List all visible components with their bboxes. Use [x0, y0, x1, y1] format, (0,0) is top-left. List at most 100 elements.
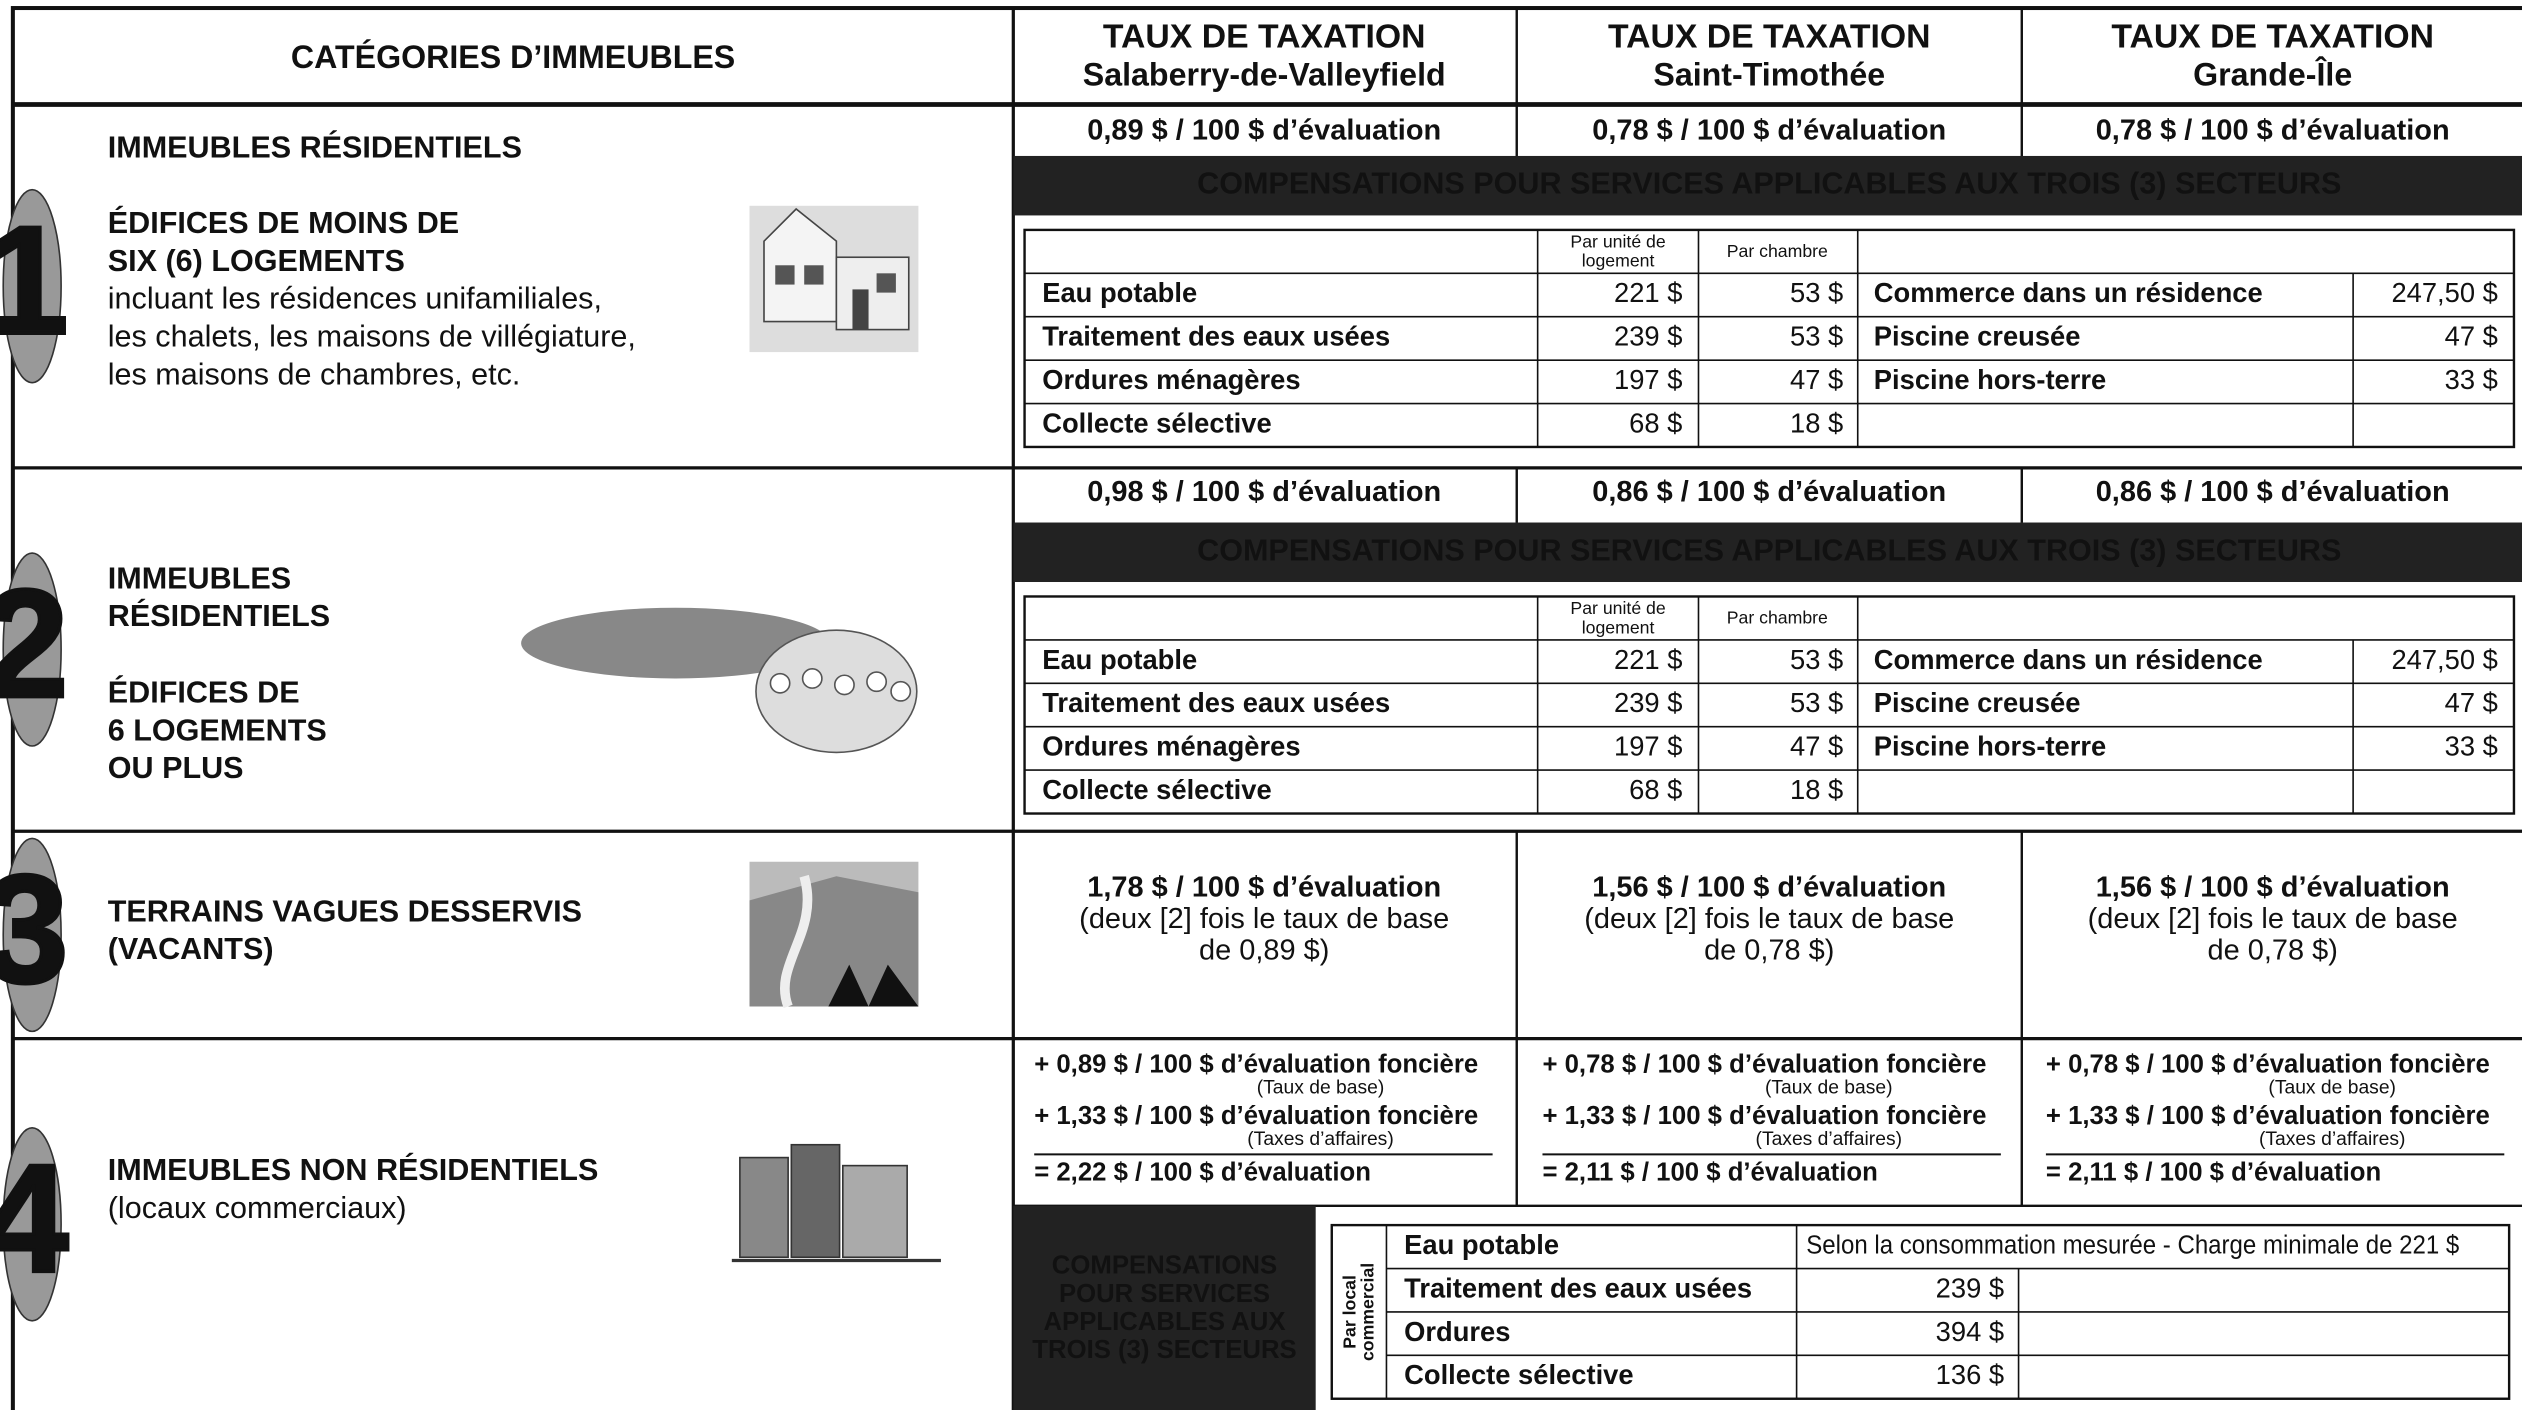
rate-note: (Taxes d’affaires) — [2259, 1129, 2405, 1150]
service-fee: 247,50 $ — [2391, 277, 2497, 308]
unit-fee: 68 $ — [1629, 407, 1682, 438]
category-heading: SIX (6) LOGEMENTS — [108, 244, 405, 278]
service-name: Commerce dans un résidence — [1874, 277, 2263, 308]
header-municipality: Saint-Timothée — [1653, 57, 1885, 93]
tax-rate: de 0,78 $) — [1704, 934, 1834, 966]
category-heading: ÉDIFICES DE — [108, 675, 300, 710]
service-name: Piscine creusée — [1874, 321, 2081, 352]
header-title: TAUX DE TAXATION — [2111, 18, 2434, 56]
banner: TROIS (3) SECTEURS — [1032, 1336, 1296, 1364]
service-name: Ordures ménagères — [1042, 731, 1300, 762]
room-fee: 47 $ — [1790, 364, 1843, 395]
category-text: incluant les résidences unifamiliales, — [108, 282, 602, 316]
service-fee: Selon la consommation mesurée - Charge m… — [1806, 1232, 2459, 1260]
number-badge — [2, 552, 62, 747]
tax-rate: 1,56 $ / 100 $ d’évaluation — [1592, 872, 1946, 904]
rate-total: = 2,22 $ / 100 $ d’évaluation — [1034, 1158, 1371, 1186]
unit-fee: 239 $ — [1614, 687, 1682, 718]
column-header: Par unité de — [1570, 231, 1665, 251]
banner: POUR SERVICES — [1059, 1280, 1270, 1308]
number-badge — [2, 188, 62, 384]
service-name: Commerce dans un résidence — [1874, 644, 2263, 675]
tax-rate: (deux [2] fois le taux de base — [1079, 903, 1449, 935]
unit-fee: 221 $ — [1614, 644, 1682, 675]
category-heading: RÉSIDENTIELS — [108, 598, 330, 633]
banner: COMPENSATIONS — [1052, 1252, 1277, 1280]
number-badge — [2, 1127, 62, 1322]
room-fee: 53 $ — [1790, 687, 1843, 718]
service-fee: 33 $ — [2445, 731, 2498, 762]
service-fee: 394 $ — [1936, 1316, 2004, 1347]
tax-rate: 0,78 $ / 100 $ d’évaluation — [2096, 114, 2450, 146]
service-name: Piscine hors-terre — [1874, 731, 2106, 762]
service-name: Eau potable — [1042, 277, 1197, 308]
unit-fee: 221 $ — [1614, 277, 1682, 308]
room-fee: 53 $ — [1790, 321, 1843, 352]
tax-rate: de 0,78 $) — [2208, 934, 2338, 966]
category-heading: ÉDIFICES DE MOINS DE — [108, 205, 459, 240]
service-name: Piscine hors-terre — [1874, 364, 2106, 395]
unit-fee: 68 $ — [1629, 774, 1682, 805]
category-heading: 6 LOGEMENTS — [108, 713, 327, 747]
rate-line: + 0,89 $ / 100 $ d’évaluation foncière — [1034, 1051, 1478, 1079]
table-border — [1023, 228, 2516, 449]
service-name: Traitement des eaux usées — [1042, 321, 1390, 352]
banner-bg — [1013, 1205, 1316, 1410]
category-text: les maisons de chambres, etc. — [108, 357, 521, 391]
service-name: Collecte sélective — [1404, 1359, 1633, 1390]
category-text: (locaux commerciaux) — [108, 1191, 407, 1225]
illustrations — [521, 205, 941, 1263]
tax-rate: de 0,89 $) — [1199, 934, 1329, 966]
side-label: Par local — [1340, 1275, 1360, 1349]
rate-note: (Taxes d’affaires) — [1247, 1129, 1393, 1150]
tax-rate: 0,78 $ / 100 $ d’évaluation — [1592, 114, 1946, 146]
banner-bg — [1013, 522, 2522, 583]
service-fee: 47 $ — [2445, 321, 2498, 352]
banner: APPLICABLES AUX — [1043, 1308, 1285, 1336]
room-fee: 18 $ — [1790, 407, 1843, 438]
rate-line: + 1,33 $ / 100 $ d’évaluation foncière — [1542, 1102, 1986, 1130]
column-header: Par chambre — [1727, 608, 1828, 628]
service-name: Piscine creusée — [1874, 687, 2081, 718]
buildings-image — [731, 1143, 941, 1263]
rate-note: (Taux de base) — [1257, 1078, 1385, 1099]
column-header: Par unité de — [1570, 598, 1665, 618]
column-header: logement — [1582, 617, 1655, 637]
tax-rate: 1,56 $ / 100 $ d’évaluation — [2096, 872, 2450, 904]
service-name: Collecte sélective — [1042, 774, 1271, 805]
section-number: 4 — [0, 1132, 69, 1305]
service-name: Eau potable — [1042, 644, 1197, 675]
service-name: Ordures — [1404, 1316, 1510, 1347]
rate-line: + 0,78 $ / 100 $ d’évaluation foncière — [2046, 1051, 2490, 1079]
tax-rate: 1,78 $ / 100 $ d’évaluation — [1087, 872, 1441, 904]
unit-fee: 239 $ — [1614, 321, 1682, 352]
rate-note: (Taux de base) — [2268, 1078, 2396, 1099]
service-fee: 247,50 $ — [2391, 644, 2497, 675]
header-municipality: Salaberry-de-Valleyfield — [1083, 57, 1446, 93]
service-name: Eau potable — [1404, 1229, 1559, 1260]
service-name: Ordures ménagères — [1042, 364, 1300, 395]
tax-rate: (deux [2] fois le taux de base — [1584, 903, 1954, 935]
landscape-image — [749, 861, 919, 1009]
service-name: Traitement des eaux usées — [1404, 1272, 1752, 1303]
house-image — [749, 205, 919, 353]
service-name: Traitement des eaux usées — [1042, 687, 1390, 718]
number-badge — [2, 837, 62, 1033]
tax-rate: (deux [2] fois le taux de base — [2088, 903, 2458, 935]
rate-line: + 1,33 $ / 100 $ d’évaluation foncière — [1034, 1102, 1478, 1130]
room-fee: 18 $ — [1790, 774, 1843, 805]
crowd-image — [521, 607, 918, 754]
category-heading: OU PLUS — [108, 751, 244, 785]
room-fee: 53 $ — [1790, 277, 1843, 308]
column-header: logement — [1582, 251, 1655, 271]
header-title: TAUX DE TAXATION — [1608, 18, 1931, 56]
section-number: 2 — [0, 557, 69, 730]
tax-rate: 0,89 $ / 100 $ d’évaluation — [1087, 114, 1441, 146]
service-fee: 136 $ — [1936, 1359, 2004, 1390]
banner-bg — [1013, 155, 2522, 216]
section-number: 1 — [0, 193, 69, 366]
section-number: 3 — [0, 842, 69, 1015]
rate-line: + 1,33 $ / 100 $ d’évaluation foncière — [2046, 1102, 2490, 1130]
